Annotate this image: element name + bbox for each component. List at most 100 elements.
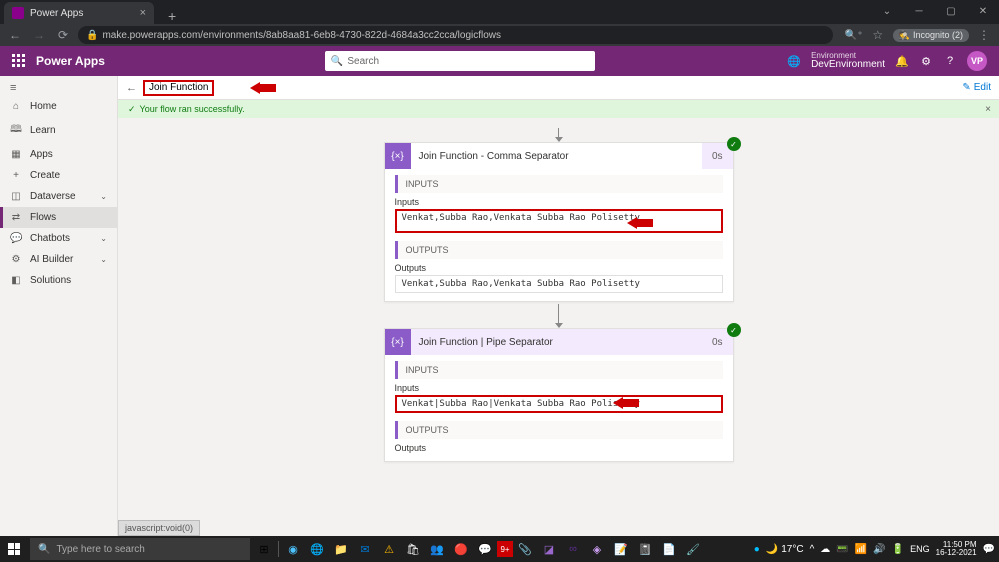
taskbar-clock[interactable]: 11:50 PM 16-12-2021 [936, 541, 977, 557]
dataverse-icon: ◫ [10, 191, 22, 202]
main-area: ≡ ⌂ Home 🕮 Learn ▦ Apps + Create ◫ Datav… [0, 76, 999, 536]
taskbar-teams-icon[interactable]: 👥 [425, 536, 449, 562]
flow-content: ← Join Function ✎ Edit ✓ Your flow ran s… [118, 76, 999, 536]
checkmark-icon: ✓ [128, 104, 136, 115]
forward-button[interactable]: → [30, 28, 48, 42]
weather-widget[interactable]: 🌙 17°C [766, 544, 804, 555]
taskbar-vs-icon[interactable]: ◈ [585, 536, 609, 562]
close-window-button[interactable]: ✕ [967, 0, 999, 22]
taskbar-app-icon[interactable]: 📎 [513, 536, 537, 562]
tray-icon[interactable]: 📟 [836, 544, 848, 555]
nav-create[interactable]: + Create [0, 165, 117, 186]
apps-icon: ▦ [10, 149, 22, 160]
nav-hamburger-icon[interactable]: ≡ [0, 80, 117, 96]
nav-apps[interactable]: ▦ Apps [0, 144, 117, 165]
minimize-button[interactable]: ─ [903, 0, 935, 22]
flow-canvas[interactable]: ✓ {×} Join Function - Comma Separator 0s… [118, 118, 999, 536]
wifi-icon[interactable]: 📶 [855, 544, 867, 555]
flows-icon: ⇄ [10, 212, 22, 223]
incognito-badge: 🕵 Incognito (2) [893, 29, 969, 42]
task-view-icon[interactable]: ⊞ [252, 536, 276, 562]
taskbar-search[interactable]: 🔍 Type here to search [30, 538, 250, 560]
start-button[interactable] [0, 536, 28, 562]
chatbots-icon: 💬 [10, 233, 22, 244]
taskbar-app-icon[interactable]: 9+ [497, 541, 513, 557]
close-banner-button[interactable]: × [985, 104, 991, 115]
flow-toolbar: ← Join Function ✎ Edit [118, 76, 999, 100]
search-input[interactable]: 🔍 Search [325, 51, 595, 71]
battery-icon[interactable]: 🔋 [892, 544, 904, 555]
compose-icon: {×} [385, 143, 411, 169]
taskbar-sticky-icon[interactable]: 📝 [609, 536, 633, 562]
search-addr-icon[interactable]: 🔍⁺ [845, 30, 863, 41]
outputs-section-label: OUTPUTS [395, 421, 723, 439]
app-name: Power Apps [36, 54, 105, 68]
chevron-down-icon: ⌄ [100, 234, 107, 243]
back-arrow-button[interactable]: ← [126, 82, 137, 94]
incognito-icon: 🕵 [899, 30, 910, 41]
taskbar-app-icon[interactable]: ∞ [561, 536, 585, 562]
edit-icon: ✎ [962, 82, 970, 93]
ai-builder-icon: ⚙ [10, 254, 22, 265]
action-card-pipe[interactable]: ✓ {×} Join Function | Pipe Separator 0s … [384, 328, 734, 462]
tray-icon[interactable]: ● [754, 544, 760, 555]
card-header[interactable]: {×} Join Function - Comma Separator 0s [385, 143, 733, 169]
taskbar-app-icon[interactable]: 💬 [473, 536, 497, 562]
user-avatar[interactable]: VP [967, 51, 987, 71]
taskbar-outlook-icon[interactable]: ✉ [353, 536, 377, 562]
outputs-label: Outputs [395, 263, 723, 273]
url-input[interactable]: 🔒 make.powerapps.com/environments/8ab8aa… [78, 26, 833, 44]
success-check-icon: ✓ [727, 323, 741, 337]
new-tab-button[interactable]: + [162, 8, 182, 24]
nav-dataverse[interactable]: ◫ Dataverse ⌄ [0, 186, 117, 207]
help-icon[interactable]: ? [943, 55, 957, 67]
taskbar-chrome-icon[interactable]: 🔴 [449, 536, 473, 562]
annotation-arrow [250, 82, 280, 94]
browser-tab[interactable]: Power Apps × [4, 2, 154, 24]
taskbar-app-icon[interactable]: ◉ [281, 536, 305, 562]
maximize-button[interactable]: ▢ [935, 0, 967, 22]
nav-solutions[interactable]: ◧ Solutions [0, 270, 117, 291]
taskbar-onenote-icon[interactable]: 📓 [633, 536, 657, 562]
card-header[interactable]: {×} Join Function | Pipe Separator 0s [385, 329, 733, 355]
home-icon: ⌂ [10, 101, 22, 112]
taskbar-store-icon[interactable]: 🛍 [401, 536, 425, 562]
onedrive-icon[interactable]: ☁ [820, 544, 830, 555]
taskbar-app-icon[interactable]: ◪ [537, 536, 561, 562]
taskbar-edge-icon[interactable]: 🌐 [305, 536, 329, 562]
back-button[interactable]: ← [6, 28, 24, 42]
settings-icon[interactable]: ⚙ [919, 55, 933, 68]
outputs-section-label: OUTPUTS [395, 241, 723, 259]
favicon [12, 7, 24, 19]
taskbar-app-icon[interactable]: ⚠ [377, 536, 401, 562]
weather-icon: 🌙 [766, 544, 778, 555]
reload-button[interactable]: ⟳ [54, 28, 72, 42]
taskbar-app-icon[interactable]: 🖌 [681, 536, 705, 562]
volume-icon[interactable]: 🔊 [873, 544, 885, 555]
tray-chevron-icon[interactable]: ^ [810, 544, 815, 555]
nav-flows[interactable]: ⇄ Flows [0, 207, 117, 228]
tab-close-icon[interactable]: × [140, 7, 146, 19]
notifications-icon[interactable]: 🔔 [895, 55, 909, 68]
taskbar-explorer-icon[interactable]: 📁 [329, 536, 353, 562]
menu-icon[interactable]: ⋮ [975, 28, 993, 42]
learn-icon: 🕮 [10, 122, 22, 139]
star-icon[interactable]: ☆ [869, 28, 887, 42]
action-card-comma[interactable]: ✓ {×} Join Function - Comma Separator 0s… [384, 142, 734, 302]
app-launcher-icon[interactable] [12, 54, 26, 68]
lang-indicator[interactable]: ENG [910, 544, 930, 554]
browser-status-bar: javascript:void(0) [118, 520, 200, 536]
nav-learn[interactable]: 🕮 Learn [0, 117, 117, 144]
flow-connector [555, 304, 563, 328]
nav-home[interactable]: ⌂ Home [0, 96, 117, 117]
nav-ai-builder[interactable]: ⚙ AI Builder ⌄ [0, 249, 117, 270]
lock-icon: 🔒 [86, 30, 98, 41]
inputs-value: Venkat,Subba Rao,Venkata Subba Rao Polis… [395, 209, 723, 233]
environment-selector[interactable]: Environment DevEnvironment [811, 52, 885, 70]
taskbar-word-icon[interactable]: 📄 [657, 536, 681, 562]
nav-chatbots[interactable]: 💬 Chatbots ⌄ [0, 228, 117, 249]
edit-button[interactable]: ✎ Edit [962, 82, 991, 93]
notifications-tray-icon[interactable]: 💬 [983, 544, 995, 555]
chevron-down-icon[interactable]: ⌄ [871, 0, 903, 22]
left-nav: ≡ ⌂ Home 🕮 Learn ▦ Apps + Create ◫ Datav… [0, 76, 118, 536]
